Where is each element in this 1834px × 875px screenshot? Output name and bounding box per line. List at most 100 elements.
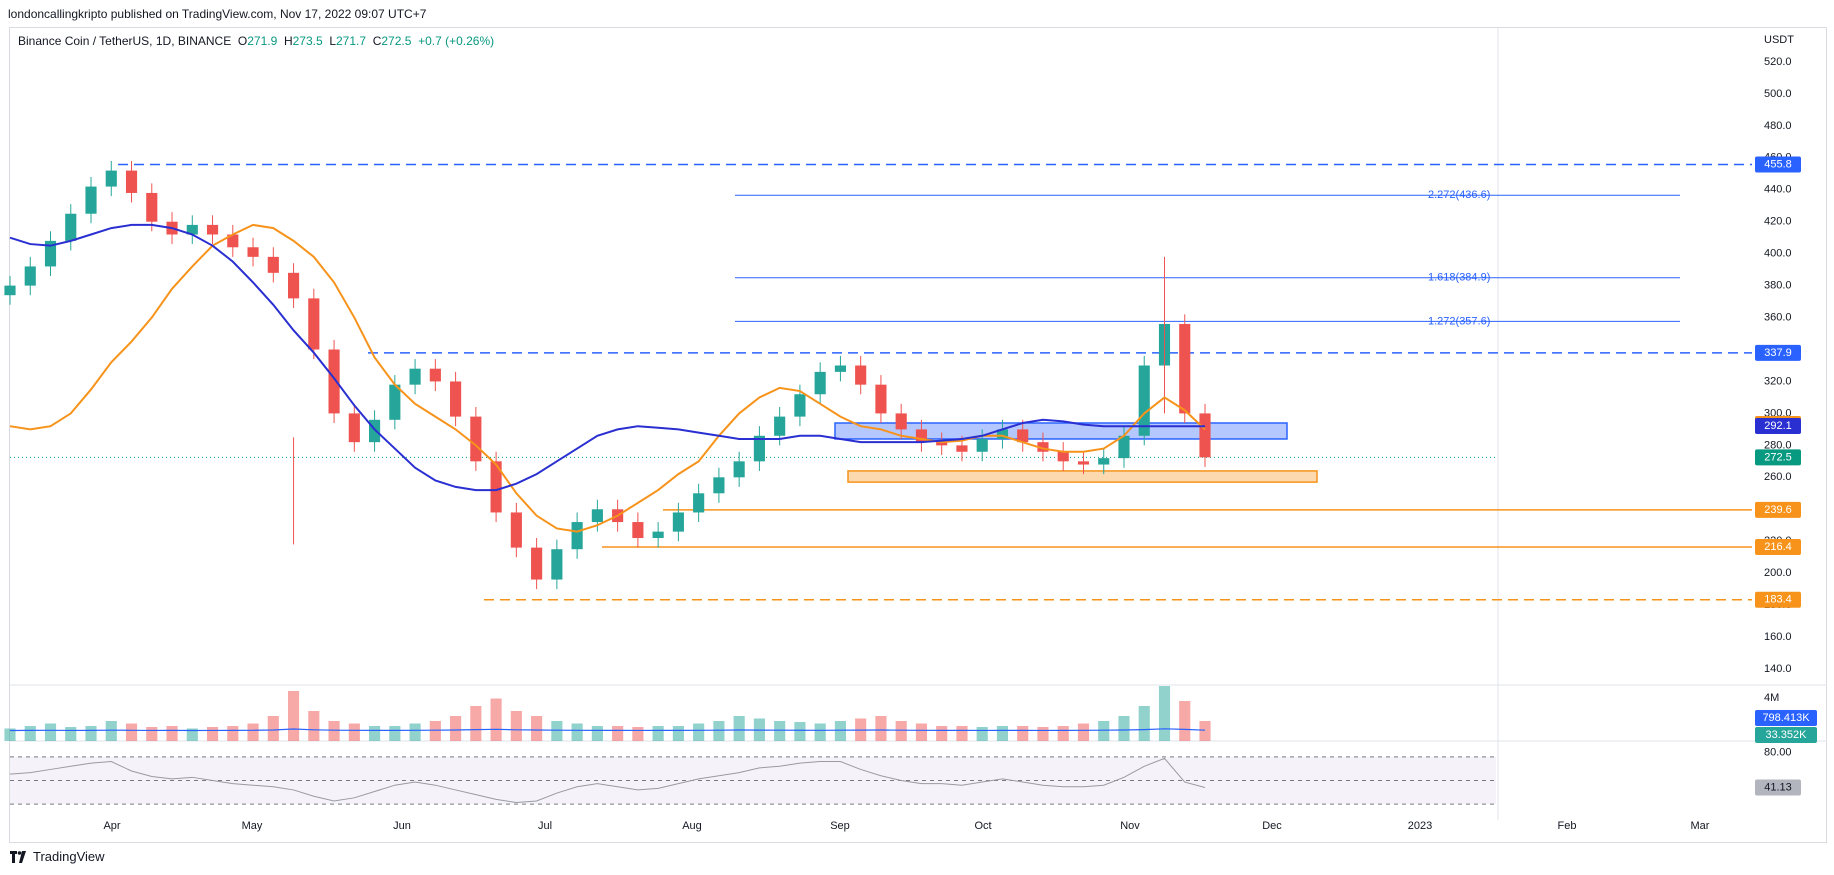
volume-bar: [287, 691, 300, 741]
candle-body: [814, 371, 826, 395]
volume-bar: [652, 726, 664, 741]
high-label: H: [283, 34, 293, 48]
candle-body: [875, 384, 887, 414]
volume-bar: [1138, 706, 1150, 741]
tradingview-brand: TradingView: [33, 849, 105, 864]
price-marker-label: 292.1: [1764, 420, 1792, 432]
candle-body: [4, 285, 16, 296]
volume-bar: [834, 721, 846, 741]
y-tick-label: 400.0: [1764, 248, 1792, 260]
volume-bar: [429, 721, 441, 741]
y-tick-label: 480.0: [1764, 120, 1792, 132]
candle-body: [693, 493, 705, 513]
x-tick-label: 2023: [1408, 820, 1432, 832]
candle-body: [1138, 365, 1150, 436]
y-tick-label: 500.0: [1764, 88, 1792, 100]
volume-bar: [510, 711, 522, 741]
candle-body: [753, 435, 765, 462]
candle-body: [855, 365, 867, 385]
candle-body: [186, 224, 198, 235]
y-tick-label: 320.0: [1764, 375, 1792, 387]
volume-bar: [389, 726, 401, 741]
volume-bar: [328, 721, 340, 741]
candle-body: [85, 186, 97, 214]
candle-body: [936, 442, 948, 446]
price-marker-badge: [1755, 501, 1801, 518]
x-tick-label: May: [242, 820, 263, 832]
volume-bar: [44, 723, 57, 741]
volume-bar: [1199, 721, 1211, 741]
volume-bar: [369, 726, 381, 741]
price-marker-badge: [1755, 344, 1801, 361]
candle-body: [24, 266, 36, 286]
rsi-band: [10, 756, 1496, 805]
low-label: L: [329, 34, 336, 48]
volume-bar: [105, 721, 117, 741]
x-tick-label: Aug: [682, 820, 702, 832]
candle-body: [510, 512, 522, 548]
price-marker-label: 272.5: [1764, 451, 1792, 463]
chart-frame: [9, 27, 1827, 843]
candle-body: [247, 247, 259, 257]
volume-bar: [85, 726, 97, 741]
volume-bar: [24, 726, 36, 741]
close-label: C: [372, 34, 382, 48]
y-tick-label: 520.0: [1764, 56, 1792, 68]
candle-body: [895, 413, 907, 430]
x-tick-label: Oct: [974, 820, 991, 832]
volume-bar: [206, 727, 219, 741]
candle-body: [531, 547, 543, 580]
candle-body: [551, 549, 563, 580]
x-tick-label: Nov: [1120, 820, 1140, 832]
candle-body: [44, 240, 57, 267]
volume-bar: [1017, 726, 1029, 741]
y-tick-label: 160.0: [1764, 631, 1792, 643]
volume-bar: [1118, 716, 1130, 741]
candle-body: [146, 192, 158, 222]
candle-body: [652, 531, 664, 539]
volume-bar: [632, 727, 644, 741]
volume-tick-label: 4M: [1764, 692, 1779, 704]
candle-body: [834, 365, 846, 372]
candle-body: [105, 170, 117, 187]
volume-badge-label: 33.352K: [1766, 729, 1808, 741]
candle-body: [571, 522, 583, 550]
candle-body: [267, 256, 279, 273]
price-marker-badge: [1755, 591, 1801, 608]
symbol-name: Binance Coin / TetherUS, 1D, BINANCE: [18, 34, 232, 48]
price-marker-badge: [1755, 418, 1801, 435]
volume-bar: [1057, 726, 1069, 741]
volume-bar: [794, 722, 806, 741]
candle-body: [389, 384, 401, 420]
y-tick-label: 420.0: [1764, 216, 1792, 228]
volume-bar: [693, 723, 705, 741]
price-marker-badge: [1755, 156, 1801, 173]
volume-bar: [1179, 701, 1191, 741]
volume-bar: [915, 723, 928, 741]
candle-body: [490, 461, 502, 513]
volume-badge-label: 798.413K: [1762, 712, 1810, 724]
price-marker-label: 216.4: [1764, 541, 1792, 553]
y-tick-label: 360.0: [1764, 311, 1792, 323]
ma-slow-line: [9, 223, 1205, 492]
volume-bar: [348, 723, 360, 741]
volume-bar: [409, 723, 421, 741]
candle-body: [1118, 435, 1130, 459]
volume-bar: [551, 721, 563, 741]
y-tick-label: 200.0: [1764, 567, 1792, 579]
fib-level-label: 2.272(436.6): [1428, 189, 1490, 201]
volume-bar: [308, 711, 320, 741]
volume-bar: [1077, 723, 1090, 741]
volume-bar: [186, 728, 198, 741]
candle-body: [65, 213, 77, 241]
candle-body: [369, 419, 381, 443]
support-zone: [847, 470, 1318, 483]
volume-bar: [247, 723, 259, 741]
x-tick-label: Feb: [1558, 820, 1577, 832]
volume-bar: [875, 716, 887, 741]
volume-bar: [166, 726, 178, 741]
candle-body: [308, 298, 320, 350]
volume-bar: [713, 721, 725, 741]
x-tick-label: Jul: [538, 820, 552, 832]
